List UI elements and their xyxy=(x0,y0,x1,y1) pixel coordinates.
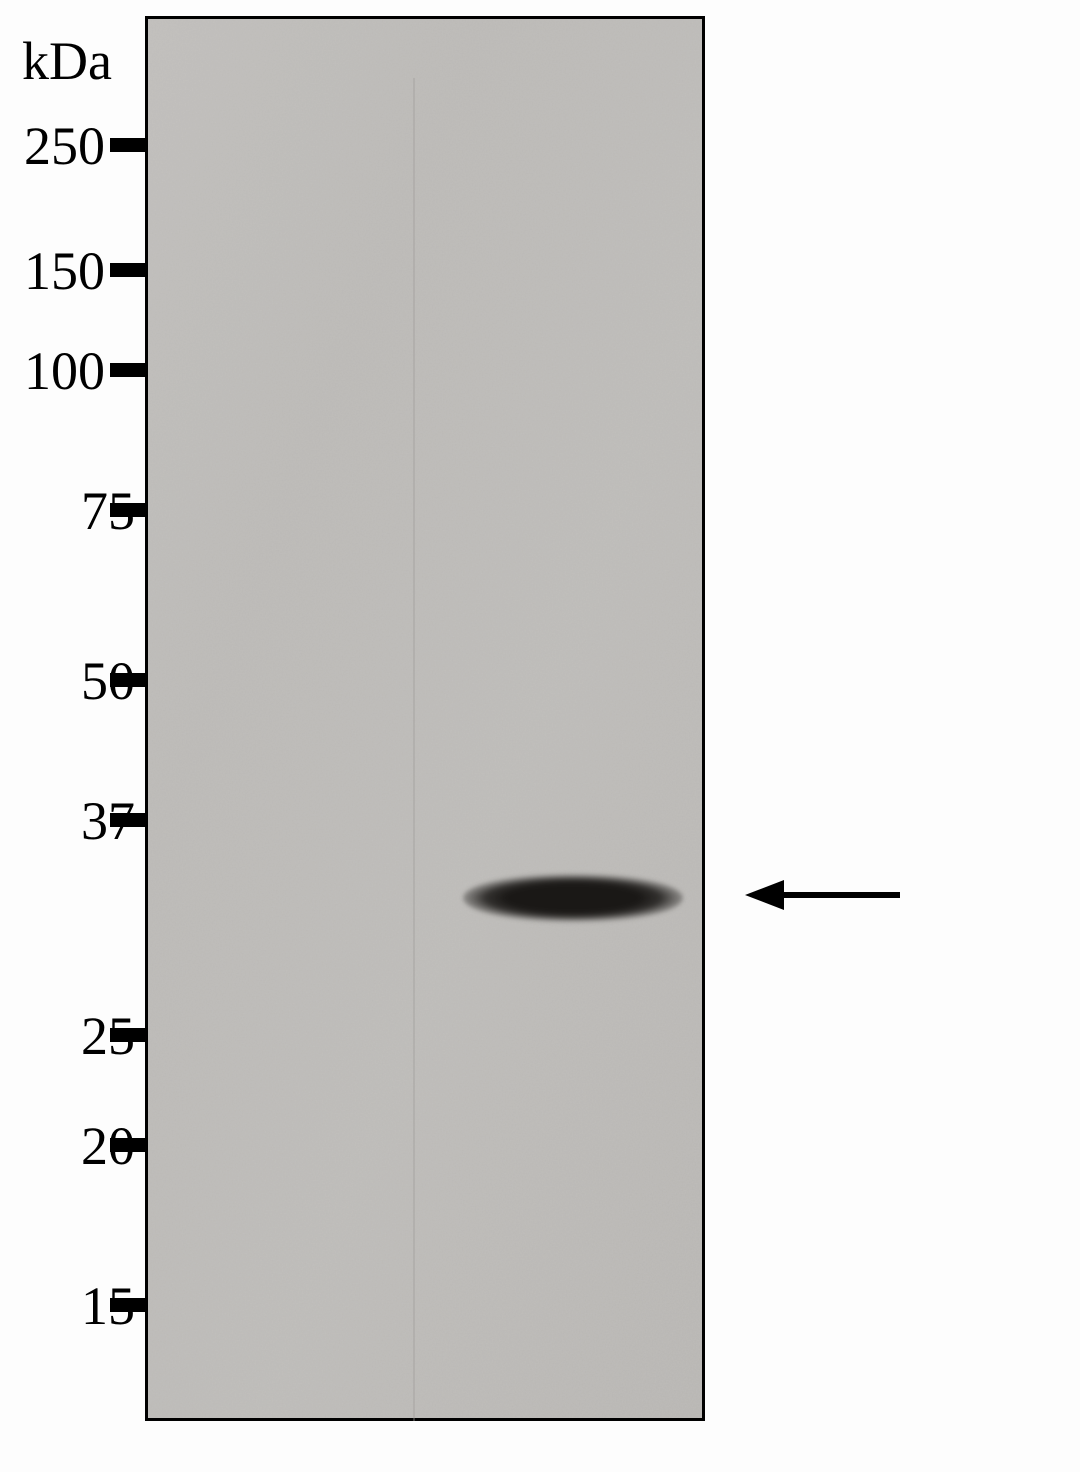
marker-tick-50 xyxy=(110,673,145,687)
marker-tick-100 xyxy=(110,363,145,377)
unit-label: kDa xyxy=(22,30,112,92)
marker-tick-20 xyxy=(110,1138,145,1152)
marker-label-150: 150 xyxy=(5,240,105,302)
western-blot-figure: kDa 1 2 250150100755037252015 xyxy=(0,0,1080,1472)
blot-background xyxy=(148,19,702,1418)
marker-tick-75 xyxy=(110,503,145,517)
band-lane-2 xyxy=(463,873,683,923)
target-band-arrow xyxy=(745,880,900,910)
blot-membrane xyxy=(145,16,705,1421)
marker-tick-15 xyxy=(110,1298,145,1312)
lane-divider xyxy=(413,78,415,1421)
marker-tick-25 xyxy=(110,1028,145,1042)
marker-label-100: 100 xyxy=(5,340,105,402)
arrow-head xyxy=(745,880,784,910)
marker-tick-150 xyxy=(110,263,145,277)
marker-label-250: 250 xyxy=(5,115,105,177)
arrow-shaft xyxy=(769,892,900,898)
marker-tick-37 xyxy=(110,813,145,827)
marker-tick-250 xyxy=(110,138,145,152)
